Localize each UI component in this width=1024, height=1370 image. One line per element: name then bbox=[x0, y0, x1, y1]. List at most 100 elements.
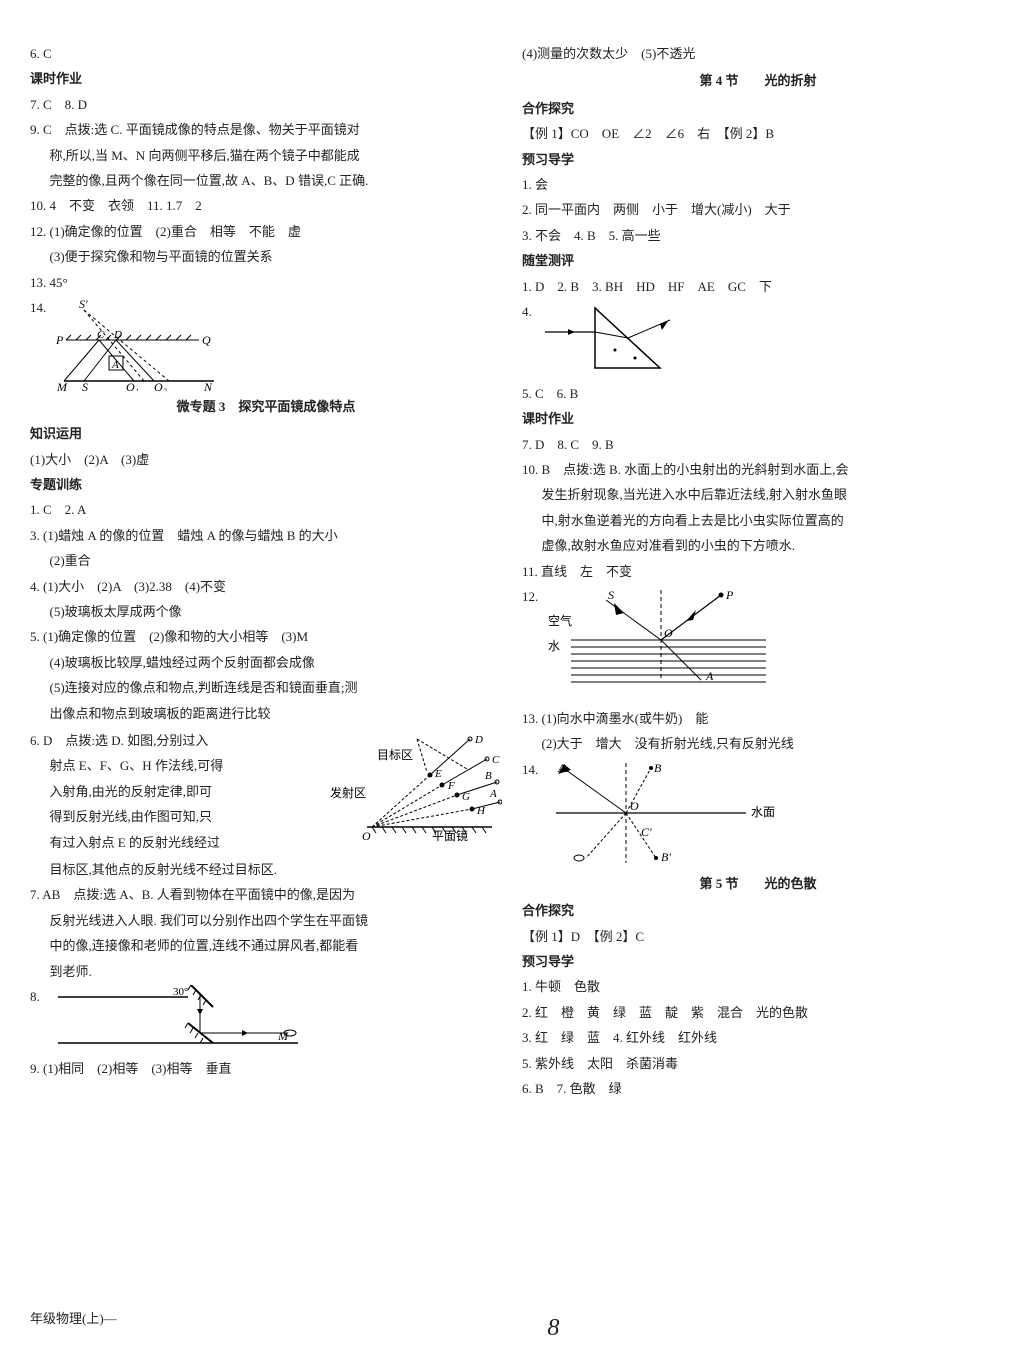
text: 7. C 8. D bbox=[30, 93, 502, 116]
heading-coop: 合作探究 bbox=[522, 899, 994, 922]
text: 6. C bbox=[30, 42, 502, 65]
svg-text:S: S bbox=[608, 588, 614, 602]
text: (3)便于探究像和物与平面镜的位置关系 bbox=[30, 245, 502, 268]
heading-quiz: 随堂测评 bbox=[522, 249, 994, 272]
text: 中的像,连接像和老师的位置,连线不通过屏风者,都能看 bbox=[30, 934, 502, 957]
text: 出像点和物点到玻璃板的距离进行比较 bbox=[30, 702, 502, 725]
diagram-reflection-target: O 平面镜 E F G H D C B A 目标区 bbox=[322, 727, 502, 842]
svg-text:A: A bbox=[705, 669, 714, 683]
text: 1. D 2. B 3. BH HD HF AE GC 下 bbox=[522, 275, 994, 298]
text: 12. (1)确定像的位置 (2)重合 相等 不能 虚 bbox=[30, 220, 502, 243]
diagram-refraction-water: P S A O 空气 水 bbox=[546, 585, 776, 705]
svg-text:C: C bbox=[97, 329, 105, 341]
heading-knowledge: 知识运用 bbox=[30, 422, 502, 445]
text: 中,射水鱼逆着光的方向看上去是比小虫实际位置高的 bbox=[522, 509, 994, 532]
q14-label-r: 14. bbox=[522, 758, 538, 781]
svg-text:O: O bbox=[664, 626, 673, 640]
svg-text:C: C bbox=[492, 754, 500, 766]
text: 5. C 6. B bbox=[522, 382, 994, 405]
text: 1. C 2. A bbox=[30, 498, 502, 521]
text: (1)大小 (2)A (3)虚 bbox=[30, 448, 502, 471]
heading-coop: 合作探究 bbox=[522, 97, 994, 120]
svg-text:N: N bbox=[203, 380, 213, 391]
text: 得到反射光线,由作图可知,只 bbox=[30, 805, 314, 828]
svg-text:Q: Q bbox=[202, 333, 211, 347]
svg-text:水面: 水面 bbox=[751, 805, 775, 819]
page-number: 8 bbox=[547, 1307, 559, 1350]
text: 2. 同一平面内 两侧 小于 增大(减小) 大于 bbox=[522, 198, 994, 221]
text: (4)测量的次数太少 (5)不透光 bbox=[522, 42, 994, 65]
svg-text:平面镜: 平面镜 bbox=[432, 828, 468, 842]
text: 7. AB 点拨:选 A、B. 人看到物体在平面镜中的像,是因为 bbox=[30, 883, 502, 906]
section-4-title: 第 4 节 光的折射 bbox=[522, 69, 994, 92]
text: 射点 E、F、G、H 作法线,可得 bbox=[30, 754, 314, 777]
text: 称,所以,当 M、N 向两侧平移后,猫在两个镜子中都能成 bbox=[30, 144, 502, 167]
diagram-refraction-surface: 水面 O A B C′ B′ bbox=[546, 758, 776, 868]
svg-text:O: O bbox=[630, 799, 639, 813]
svg-text:A: A bbox=[489, 788, 497, 800]
text: 完整的像,且两个像在同一位置,故 A、B、D 错误,C 正确. bbox=[30, 169, 502, 192]
text: (2)重合 bbox=[30, 549, 502, 572]
text: (5)玻璃板太厚成两个像 bbox=[30, 600, 502, 623]
svg-text:空气: 空气 bbox=[548, 613, 572, 628]
page-footer: 年级物理(上)— 8 bbox=[30, 1307, 990, 1350]
svg-text:P: P bbox=[725, 588, 734, 602]
text: 3. 不会 4. B 5. 高一些 bbox=[522, 224, 994, 247]
text: 目标区,其他点的反射光线不经过目标区. bbox=[30, 858, 502, 881]
text: 13. (1)向水中滴墨水(或牛奶) 能 bbox=[522, 707, 994, 730]
heading-preview: 预习导学 bbox=[522, 148, 994, 171]
text: 3. (1)蜡烛 A 的像的位置 蜡烛 A 的像与蜡烛 B 的大小 bbox=[30, 524, 502, 547]
svg-text:O: O bbox=[362, 829, 371, 842]
text: 1. 会 bbox=[522, 173, 994, 196]
svg-text:M: M bbox=[56, 380, 68, 391]
q8-label: 8. bbox=[30, 985, 40, 1008]
text: 10. 4 不变 衣领 11. 1.7 2 bbox=[30, 194, 502, 217]
text: 10. B 点拨:选 B. 水面上的小虫射出的光斜射到水面上,会 bbox=[522, 458, 994, 481]
svg-text:B: B bbox=[654, 761, 662, 775]
svg-text:目标区: 目标区 bbox=[377, 748, 413, 762]
svg-text:D: D bbox=[474, 734, 483, 746]
text: 1. 牛顿 色散 bbox=[522, 975, 994, 998]
heading-preview: 预习导学 bbox=[522, 950, 994, 973]
svg-text:P: P bbox=[55, 333, 64, 347]
svg-text:B′: B′ bbox=[661, 850, 671, 864]
q14-label: 14. bbox=[30, 296, 46, 319]
text: 4. (1)大小 (2)A (3)2.38 (4)不变 bbox=[30, 575, 502, 598]
text: 到老师. bbox=[30, 960, 502, 983]
footer-left: 年级物理(上)— bbox=[30, 1307, 117, 1350]
text: 【例 1】CO OE ∠2 ∠6 右 【例 2】B bbox=[522, 122, 994, 145]
svg-text:O₂: O₂ bbox=[154, 380, 167, 391]
svg-text:O₁: O₁ bbox=[126, 380, 139, 391]
q4-label: 4. bbox=[522, 300, 532, 323]
text: 2. 红 橙 黄 绿 蓝 靛 紫 混合 光的色散 bbox=[522, 1001, 994, 1024]
text: 9. C 点拨:选 C. 平面镜成像的特点是像、物关于平面镜对 bbox=[30, 118, 502, 141]
text: 9. (1)相同 (2)相等 (3)相等 垂直 bbox=[30, 1057, 502, 1080]
svg-text:水: 水 bbox=[548, 639, 560, 653]
text: 3. 红 绿 蓝 4. 红外线 红外线 bbox=[522, 1026, 994, 1049]
text: 5. 紫外线 太阳 杀菌消毒 bbox=[522, 1052, 994, 1075]
svg-text:发射区: 发射区 bbox=[330, 785, 366, 800]
text: 发生折射现象,当光进入水中后靠近法线,射入射水鱼眼 bbox=[522, 483, 994, 506]
text: 入射角,由光的反射定律,即可 bbox=[30, 780, 314, 803]
text: 6. B 7. 色散 绿 bbox=[522, 1077, 994, 1100]
text: (2)大于 增大 没有折射光线,只有反射光线 bbox=[522, 732, 994, 755]
text: (5)连接对应的像点和物点,判断连线是否和镜面垂直;测 bbox=[30, 676, 502, 699]
text: 11. 直线 左 不变 bbox=[522, 560, 994, 583]
diagram-mirror-q14: S′ P Q C D M S O₁ O₂ N bbox=[54, 296, 224, 391]
section-5-title: 第 5 节 光的色散 bbox=[522, 872, 994, 895]
heading-homework: 课时作业 bbox=[30, 67, 502, 90]
text: 7. D 8. C 9. B bbox=[522, 433, 994, 456]
svg-text:S: S bbox=[82, 380, 88, 391]
svg-text:D: D bbox=[113, 329, 122, 341]
q12-label: 12. bbox=[522, 585, 538, 608]
text: 虚像,故射水鱼应对准看到的小虫的下方喷水. bbox=[522, 534, 994, 557]
svg-text:B: B bbox=[485, 770, 492, 782]
diagram-periscope: 30° M bbox=[48, 985, 328, 1055]
text: (4)玻璃板比较厚,蜡烛经过两个反射面都会成像 bbox=[30, 651, 502, 674]
text: 反射光线进入人眼. 我们可以分别作出四个学生在平面镜 bbox=[30, 909, 502, 932]
svg-text:C′: C′ bbox=[641, 825, 652, 839]
text: 5. (1)确定像的位置 (2)像和物的大小相等 (3)M bbox=[30, 625, 502, 648]
svg-text:30°: 30° bbox=[173, 986, 188, 998]
svg-text:A: A bbox=[111, 359, 119, 371]
text: 【例 1】D 【例 2】C bbox=[522, 925, 994, 948]
